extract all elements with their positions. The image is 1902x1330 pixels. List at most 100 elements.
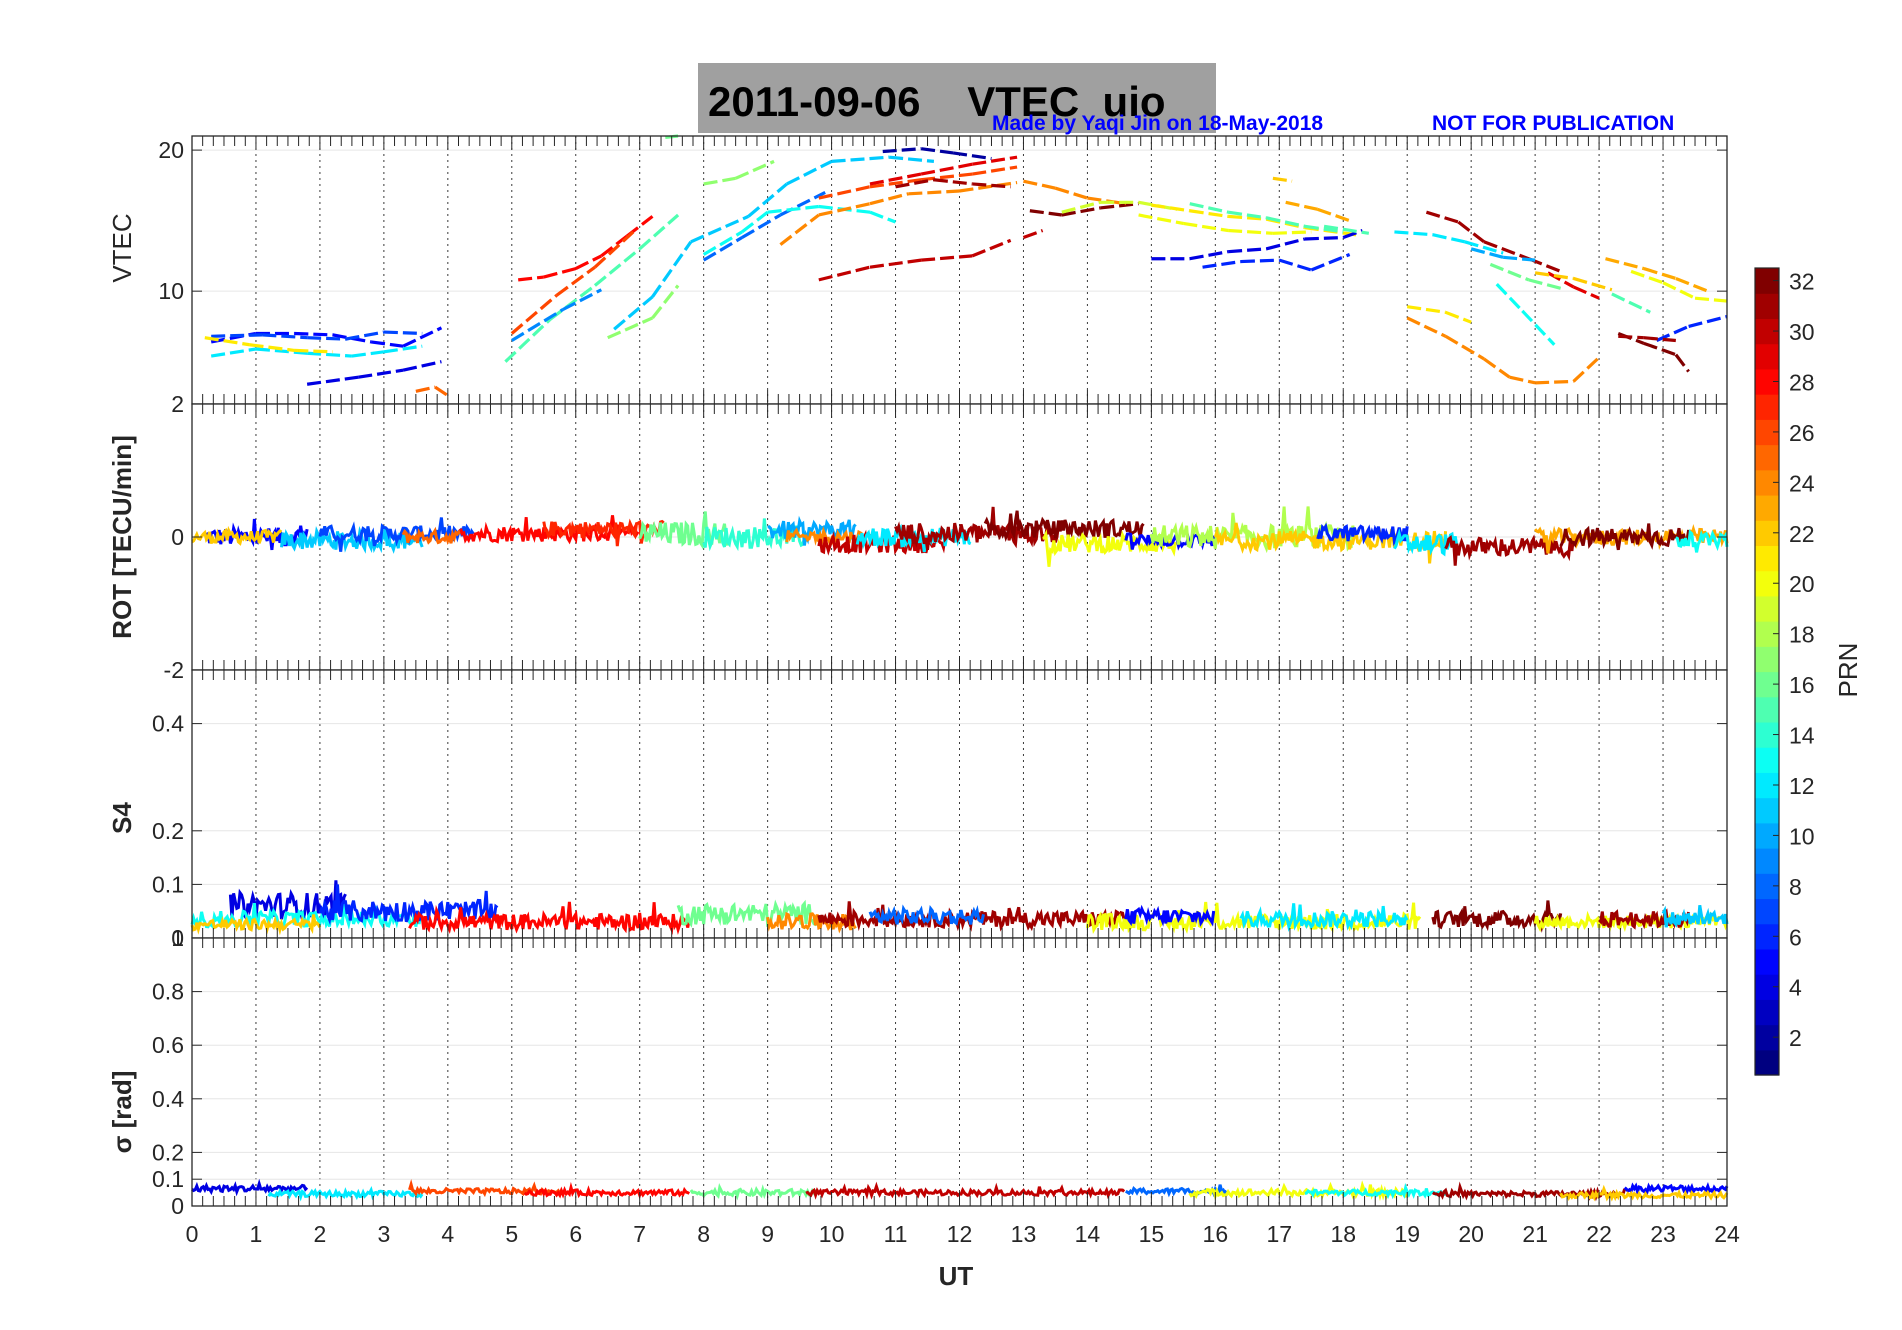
vtec-line-prn-21 [1228,214,1267,221]
x-tick-label: 22 [1586,1221,1612,1247]
rot-trace-prn-32 [983,510,1145,542]
y-tick-label: 0.4 [152,1086,184,1112]
vtec-line-prn-20 [1228,228,1273,235]
vtec-line-prn-30 [1022,229,1044,240]
colorbar-tick-label: 8 [1789,874,1802,900]
colorbar-tick-label: 32 [1789,269,1815,295]
sigma-trace-prn-28 [523,1181,691,1199]
colorbar-tick-label: 22 [1789,521,1815,547]
vtec-line-prn-15 [1304,224,1344,234]
vtec-line-prn-26 [920,172,973,182]
s4-trace-prn-32 [1431,900,1563,933]
vtec-line-prn-15 [1227,210,1267,220]
vtec-line-prn-15 [638,213,680,251]
x-tick-label: 4 [441,1221,454,1247]
x-tick-label: 9 [761,1221,774,1247]
sigma-trace-prn-5 [1623,1182,1729,1197]
vtec-line-prn-21 [1445,310,1472,324]
x-tick-label: 3 [377,1221,390,1247]
vtec-line-prn-24 [869,192,909,206]
vtec-line-prn-24 [1406,316,1447,338]
vtec-line-prn-4 [1304,235,1344,241]
vtec-line-prn-24 [818,202,871,217]
vtec-line-prn-11 [786,159,833,186]
vtec-line-prn-22 [1573,276,1613,292]
vtec-line-prn-13 [1521,309,1556,346]
rot-trace-prn-10 [767,515,857,546]
vtec-line-prn-24 [779,213,820,246]
vtec-line-prn-24 [1572,356,1601,383]
y-tick-label: 20 [158,137,184,163]
colorbar-cell-prn-27 [1755,394,1779,420]
colorbar-cell-prn-1 [1755,1049,1779,1076]
panel-vtec: 10 20 VTEC [107,134,1728,405]
vtec-line-prn-28 [600,234,628,258]
sigma-trace-prn-20 [1188,1180,1409,1202]
vtec-line-prn-24 [1509,375,1536,385]
vtec-line-prn-6 [1202,259,1242,269]
y-axis-label-s4: S4 [107,802,137,834]
vtec-line-prn-21 [1406,305,1446,314]
colorbar-tick-label: 24 [1789,470,1815,496]
vtec-line-prn-12 [255,347,308,355]
colorbar-cell-prn-31 [1755,293,1779,320]
vtec-line-prn-26 [555,265,596,297]
colorbar-tick-label: 26 [1789,420,1815,446]
vtec-line-prn-17 [735,159,775,180]
colorbar-cell-prn-13 [1755,747,1779,773]
vtec-line-prn-29 [869,172,922,186]
s4-trace-prn-4 [228,880,347,923]
vtec-line-prn-31 [1483,240,1530,261]
vtec-line-prn-15 [593,247,641,287]
vtec-line-prn-16 [1489,262,1530,282]
vtec-line-prn-23 [1643,267,1677,280]
panel-sigma: 00.10.20.40.60.81σ [rad] [107,925,1729,1219]
vtec-line-prn-6 [1240,258,1280,264]
s4-trace-prn-11 [1661,905,1729,928]
s4-trace-prn-16 [676,899,819,928]
rot-trace-prn-11 [280,525,424,554]
y-tick-label: 10 [158,278,184,304]
colorbar-tick-label: 6 [1789,924,1802,950]
y-axis-label-vtec: VTEC [107,213,137,282]
vtec-line-prn-31 [1457,220,1485,244]
vtec-line-prn-11 [690,214,750,244]
vtec-line-prn-29 [1572,285,1600,300]
rot-trace-prn-31 [1444,534,1575,566]
vtec-line-prn-12 [307,351,352,358]
vtec-line-prn-26 [593,230,635,269]
vtec-line-prn-4 [402,360,442,372]
y-tick-label: 0.4 [152,711,184,737]
vtec-line-prn-5 [294,331,333,337]
vtec-line-prn-24 [1023,179,1056,190]
vtec-line-prn-4 [306,375,359,386]
vtec-line-prn-31 [1618,334,1644,340]
vtec-line-prn-2 [920,147,954,155]
panel-s4-data [190,880,1729,936]
vtec-line-prn-4 [1228,247,1267,254]
vtec-line-prn-24 [1444,334,1485,361]
vtec-line-prn-26 [869,178,922,189]
vtec-line-prn-12 [1394,230,1433,237]
colorbar-border [1754,267,1780,1076]
s4-trace-prn-28 [408,901,691,936]
x-tick-label: 6 [569,1221,582,1247]
colorbar-tick-label: 12 [1789,773,1815,799]
rot-trace-prn-22 [191,525,283,546]
y-tick-label: 0.8 [152,979,184,1005]
sigma-trace-prn-16 [689,1182,818,1201]
x-axis: 0 1 2 3 4 5 6 7 8 9 10 11 12 13 14 15 16 17 18 19 20 21 22 23 24 [186,1221,1740,1247]
vtec-line-prn-32 [1674,353,1690,373]
vtec-line-prn-30 [971,238,1012,258]
vtec-line-prn-26 [510,294,558,335]
y-tick-label: -2 [164,657,184,683]
vtec-line-prn-13 [869,210,897,224]
s4-trace-prn-5 [1124,904,1216,927]
y-tick-label: 0.6 [152,1032,184,1058]
vtec-line-prn-24 [1054,186,1088,200]
vtec-line-prn-16 [1528,278,1562,290]
s4-trace-prn-8 [868,904,985,926]
vtec-line-prn-15 [1323,224,1370,235]
s4-trace-prn-6 [318,884,499,926]
